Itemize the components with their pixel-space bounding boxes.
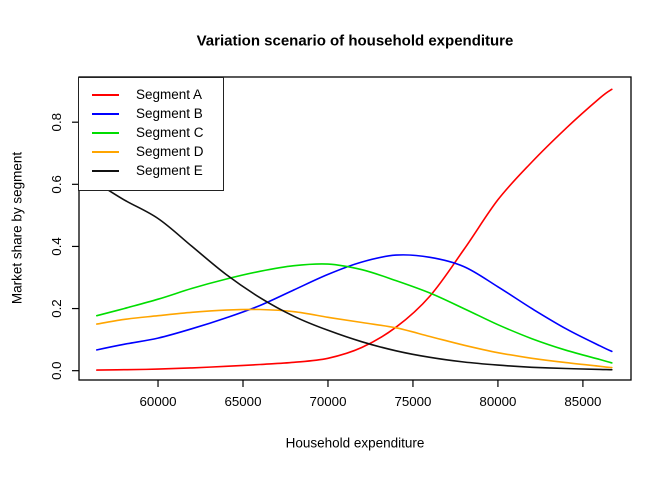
legend-line-swatch [92,112,119,115]
x-tick-label: 60000 [140,394,177,409]
legend-line-swatch [92,150,119,153]
legend-item: Segment A [79,85,223,104]
x-tick-label: 70000 [309,394,346,409]
legend-item: Segment C [79,123,223,142]
legend-label: Segment D [136,144,204,159]
y-tick-label: 0.6 [49,175,64,194]
y-tick-label: 0.2 [49,299,64,318]
x-axis-label: Household expenditure [285,435,425,451]
series-curve-segment-a [96,88,613,371]
legend-label: Segment B [136,106,203,121]
legend-line-swatch [92,131,119,134]
x-tick-label: 80000 [479,394,516,409]
series-curve-segment-d [96,308,613,369]
legend-item: Segment B [79,104,223,123]
legend-line-swatch [92,93,119,96]
plot-border [78,76,632,381]
legend-label: Segment A [136,87,203,102]
legend-line-swatch [92,169,119,172]
y-tick-label: 0.4 [49,237,64,256]
legend-label: Segment C [136,125,204,140]
y-axis-label: Market share by segment [9,151,25,305]
chart-title: Variation scenario of household expendit… [196,32,514,50]
y-tick-label: 0.0 [49,361,64,380]
legend-item: Segment D [79,142,223,161]
x-tick-label: 85000 [564,394,601,409]
legend-label: Segment E [136,163,203,178]
series-curve-segment-c [96,263,613,364]
series-curve-segment-b [96,254,613,353]
x-tick-label: 75000 [394,394,431,409]
x-tick-label: 65000 [225,394,262,409]
series-curve-segment-e [96,182,613,371]
legend: Segment A Segment B Segment C Segment D … [78,77,224,191]
legend-item: Segment E [79,161,223,180]
y-tick-label: 0.8 [49,113,64,132]
